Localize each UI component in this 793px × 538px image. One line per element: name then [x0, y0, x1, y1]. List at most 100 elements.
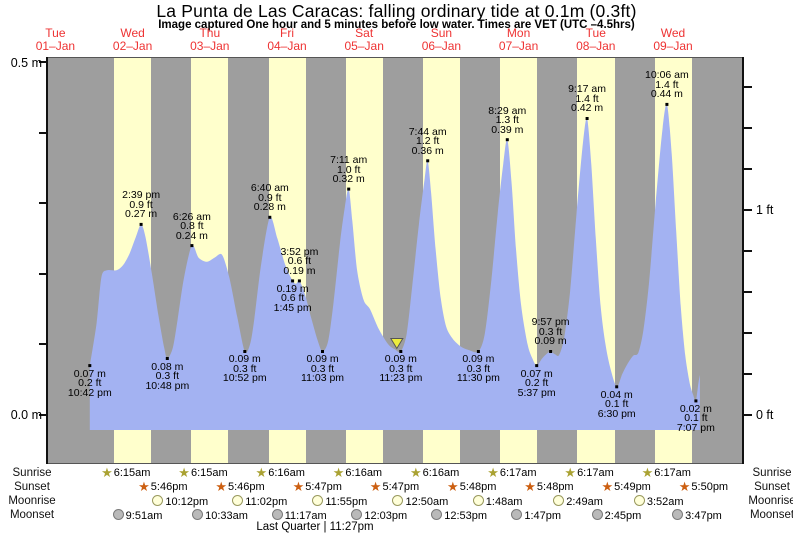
y-axis-label-left-bottom: 0.0 m: [10, 408, 42, 422]
sunset-star-icon: ★: [138, 479, 150, 494]
tide-annotation: 0.09 m 0.3 ft 11:23 pm: [364, 354, 438, 384]
sunrise-time: 6:17am: [654, 467, 691, 479]
tide-extreme-dot: [347, 187, 351, 191]
tide-annotation-line: 0.09 m: [228, 353, 261, 366]
moonset-time: 2:45pm: [604, 510, 642, 522]
sunrise-star-icon: ★: [641, 465, 654, 480]
sunrise-item: ★6:16am: [409, 465, 459, 480]
row-label-moonrise-right: Moonrise: [748, 495, 793, 507]
tide-annotation-line: 0.32 m: [332, 173, 365, 186]
sunrise-star-icon: ★: [101, 465, 113, 480]
day-label-dow: Tue: [585, 26, 606, 40]
tide-extreme-dot: [694, 399, 698, 403]
moonrise-time: 11:02pm: [245, 496, 288, 508]
row-label-sunset-left: Sunset: [14, 481, 50, 493]
plot-bottom-border: [48, 463, 743, 464]
tide-annotation: 0.04 m 0.1 ft 6:30 pm: [580, 388, 654, 420]
moonrise-moon-icon: [553, 495, 565, 506]
y-axis-label-right-top: 1 ft: [756, 203, 774, 217]
sunset-star-icon: ★: [215, 479, 227, 494]
tide-extreme-dot: [88, 364, 92, 368]
tide-annotation-line: 0.04 m: [600, 388, 633, 401]
sunset-star-icon: ★: [524, 479, 536, 494]
axis-tick-right: [744, 209, 752, 211]
moonset-time: 1:47pm: [524, 510, 562, 522]
sunrise-item: ★6:16am: [333, 466, 382, 479]
tide-extreme-dot: [585, 117, 589, 120]
axis-tick-left: [39, 61, 47, 63]
axis-tick-right: [744, 127, 752, 129]
tide-annotation: 0.08 m 0.3 ft 10:48 pm: [130, 362, 204, 392]
tide-annotation-line: 0.36 m: [411, 144, 444, 157]
moonset-time: 3:47pm: [685, 510, 722, 522]
tide-extreme-dot: [615, 385, 619, 389]
tide-annotation-line: 0.09 m: [534, 335, 567, 348]
axis-tick-right: [744, 86, 752, 88]
day-label-date: 06–Jan: [421, 39, 462, 53]
tide-annotation: 0.07 m 0.2 ft 10:42 pm: [53, 367, 127, 399]
tide-annotation-line: 0.07 m: [73, 367, 106, 380]
sunrise-star-icon: ★: [409, 465, 422, 480]
sunset-time: 5:46pm: [228, 481, 265, 493]
moonset-item: 3:47pm: [672, 509, 722, 522]
moonset-moon-icon: [591, 509, 603, 520]
tide-annotation-line: 1.4 ft: [575, 92, 599, 105]
day-label-date: 01–Jan: [35, 39, 76, 53]
tide-annotation-line: 6:26 am: [172, 210, 211, 223]
sunset-time: 5:46pm: [150, 481, 188, 493]
axis-tick-left: [39, 272, 47, 275]
sunset-item: ★5:49pm: [602, 480, 651, 493]
sunset-item: ★5:47pm: [293, 480, 342, 493]
sunset-item: ★5:48pm: [447, 480, 496, 493]
moonrise-item: 1:48am: [472, 495, 522, 508]
moonset-item: 2:45pm: [591, 509, 642, 522]
day-label-date: 02–Jan: [112, 39, 153, 53]
row-label-sunrise-left: Sunrise: [12, 467, 52, 479]
tide-annotation: 0.07 m 0.2 ft 5:37 pm: [500, 369, 574, 399]
tide-annotation-line: 0.19 m: [276, 282, 309, 295]
sunrise-item: ★6:16am: [256, 466, 305, 479]
moon-phase-note: Last Quarter | 11:27pm: [256, 521, 374, 533]
moonrise-time: 12:50am: [405, 496, 449, 508]
row-label-sunset-right: Sunset: [754, 481, 790, 493]
tide-annotation: 3:52 pm 0.6 ft 0.19 m: [262, 247, 336, 277]
moonset-item: 12:53pm: [431, 509, 487, 522]
sunrise-time: 6:15am: [113, 467, 151, 479]
sunset-star-icon: ★: [369, 479, 382, 494]
tide-extreme-dot: [476, 350, 480, 353]
moonset-moon-icon: [271, 509, 283, 520]
tide-annotation-line: 10:42 pm: [67, 386, 112, 399]
axis-tick-right: [744, 332, 752, 334]
tide-annotation-line: 7:44 am: [408, 125, 447, 138]
sunset-item: ★5:48pm: [524, 479, 573, 494]
moonrise-moon-icon: [472, 495, 484, 506]
day-label: Sat 05–Jan: [329, 27, 399, 53]
y-axis-right-line: [742, 57, 744, 464]
tide-annotation-line: 5:37 pm: [517, 386, 556, 399]
sunset-item: ★5:47pm: [369, 479, 420, 494]
tide-annotation-line: 1.2 ft: [415, 135, 440, 148]
sunset-time: 5:47pm: [382, 481, 420, 493]
tide-annotation-line: 0.6 ft: [287, 255, 312, 268]
tide-annotation: 0.09 m 0.3 ft 11:03 pm: [286, 354, 360, 384]
sunrise-star-icon: ★: [178, 465, 190, 480]
chart-subtitle: Image captured One hour and 5 minutes be…: [158, 19, 635, 31]
row-label-sunrise-right: Sunrise: [752, 467, 792, 479]
moonrise-item: 2:49am: [553, 495, 603, 508]
day-label-date: 04–Jan: [267, 39, 307, 53]
tide-annotation-line: 9:17 am: [568, 83, 607, 96]
moonset-moon-icon: [351, 509, 363, 520]
sunrise-item: ★6:17am: [641, 465, 691, 480]
y-axis-label-left-top: 0.5 m: [10, 56, 42, 70]
tide-annotation: 10:06 am 1.4 ft 0.44 m: [630, 70, 704, 100]
tide-annotation-line: 0.27 m: [125, 208, 158, 221]
moonrise-time: 10:12pm: [165, 496, 209, 508]
day-label-date: 08–Jan: [576, 39, 616, 53]
moonrise-moon-icon: [392, 495, 404, 506]
tide-extreme-dot: [291, 279, 295, 283]
moonset-time: 11:17am: [284, 510, 327, 522]
moonset-time: 12:03pm: [364, 510, 408, 522]
moonrise-moon-icon: [312, 495, 324, 506]
moonrise-item: 3:52am: [633, 495, 684, 508]
tide-annotation-line: 6:40 am: [250, 182, 289, 195]
